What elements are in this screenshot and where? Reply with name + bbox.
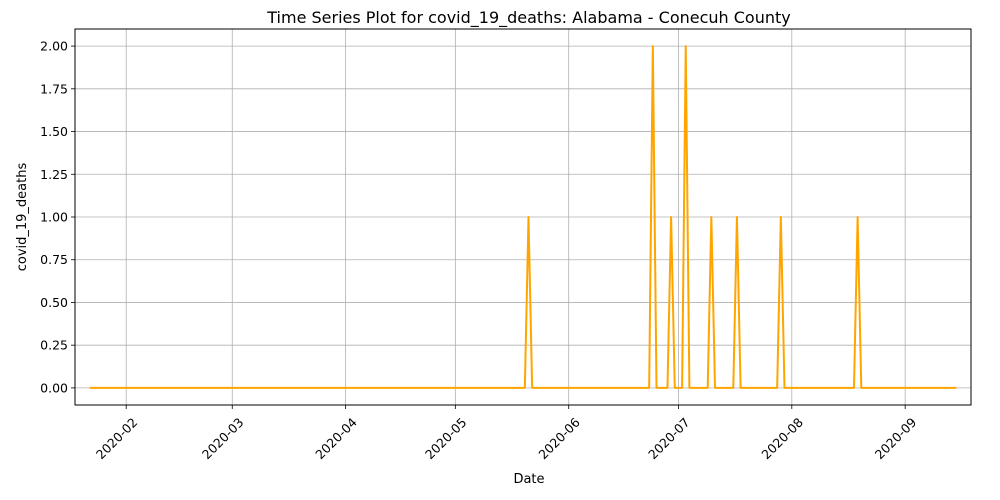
y-tick-label: 1.50 xyxy=(40,124,68,139)
chart-title: Time Series Plot for covid_19_deaths: Al… xyxy=(266,8,791,28)
y-tick-label: 1.75 xyxy=(40,81,68,96)
x-axis-label: Date xyxy=(513,472,544,487)
y-axis-label: covid_19_deaths xyxy=(15,163,30,272)
series-line xyxy=(89,45,957,389)
y-tick-label: 2.00 xyxy=(40,39,68,54)
y-tick-label: 0.25 xyxy=(40,338,68,353)
grid-lines xyxy=(75,29,971,405)
y-tick-label: 0.75 xyxy=(40,252,68,267)
y-tick-label: 1.00 xyxy=(40,210,68,225)
y-tick-label: 0.00 xyxy=(40,380,68,395)
y-tick-label: 1.25 xyxy=(40,167,68,182)
series-layer xyxy=(89,45,957,389)
y-tick-label: 0.50 xyxy=(40,295,68,310)
